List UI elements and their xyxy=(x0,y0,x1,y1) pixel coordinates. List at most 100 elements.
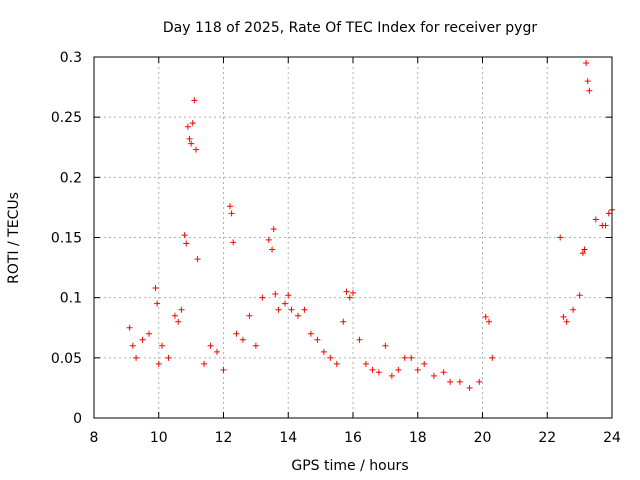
data-point xyxy=(476,378,483,385)
data-point xyxy=(183,240,190,247)
data-point xyxy=(178,306,185,313)
data-point xyxy=(186,135,193,142)
data-point xyxy=(192,146,199,153)
data-point xyxy=(408,354,415,361)
y-tick-label: 0.3 xyxy=(60,50,82,66)
data-point xyxy=(388,372,395,379)
chart-title: Day 118 of 2025, Rate Of TEC Index for r… xyxy=(163,20,537,36)
data-point xyxy=(563,318,570,325)
data-point xyxy=(584,78,591,85)
data-point xyxy=(207,342,214,349)
data-point xyxy=(560,313,567,320)
data-point xyxy=(155,360,162,367)
data-point xyxy=(259,294,266,301)
data-point xyxy=(314,336,321,343)
data-point xyxy=(129,342,136,349)
data-point xyxy=(228,210,235,217)
data-point xyxy=(369,366,376,373)
data-point xyxy=(184,123,191,130)
data-point xyxy=(447,378,454,385)
data-point xyxy=(201,360,208,367)
data-point xyxy=(489,354,496,361)
data-point xyxy=(294,312,301,319)
data-point xyxy=(327,354,334,361)
data-point xyxy=(270,226,277,233)
data-point xyxy=(152,285,159,292)
data-point xyxy=(146,330,153,337)
data-point xyxy=(285,292,292,299)
data-point xyxy=(414,366,421,373)
x-tick-label: 8 xyxy=(90,430,99,446)
x-tick-label: 20 xyxy=(474,430,492,446)
data-point xyxy=(226,203,233,210)
y-tick-label: 0.05 xyxy=(51,351,82,367)
data-point xyxy=(269,246,276,253)
data-point xyxy=(239,336,246,343)
data-point xyxy=(375,369,382,376)
data-point xyxy=(605,210,612,217)
data-point xyxy=(188,140,195,147)
data-point xyxy=(194,256,201,263)
data-point xyxy=(181,232,188,239)
data-point xyxy=(382,342,389,349)
data-point xyxy=(579,250,586,257)
data-point xyxy=(592,216,599,223)
data-point xyxy=(362,360,369,367)
data-point xyxy=(252,342,259,349)
x-tick-label: 10 xyxy=(150,430,168,446)
data-point xyxy=(430,372,437,379)
data-point xyxy=(395,366,402,373)
y-tick-label: 0.15 xyxy=(51,231,82,247)
data-point xyxy=(158,342,165,349)
data-point xyxy=(466,384,473,391)
data-point xyxy=(272,291,279,298)
data-point xyxy=(350,289,356,296)
data-point xyxy=(133,354,140,361)
data-point xyxy=(421,360,428,367)
data-point xyxy=(301,306,308,313)
y-tick-label: 0.1 xyxy=(60,291,82,307)
data-point xyxy=(191,97,198,104)
data-point xyxy=(175,318,182,325)
data-point xyxy=(401,354,408,361)
data-point xyxy=(230,239,237,246)
x-tick-label: 14 xyxy=(279,430,297,446)
data-point xyxy=(126,324,133,331)
data-point xyxy=(586,87,593,94)
data-point xyxy=(602,222,609,229)
x-tick-label: 22 xyxy=(538,430,556,446)
data-point xyxy=(275,306,282,313)
data-point xyxy=(171,312,178,319)
data-point xyxy=(320,348,327,355)
data-point xyxy=(576,292,583,299)
data-point xyxy=(440,369,447,376)
data-point xyxy=(282,300,289,307)
y-tick-label: 0.2 xyxy=(60,170,82,186)
data-point xyxy=(288,306,295,313)
data-point xyxy=(346,294,353,301)
data-point xyxy=(246,312,253,319)
x-tick-label: 24 xyxy=(603,430,621,446)
data-point xyxy=(356,336,363,343)
data-points xyxy=(126,60,615,391)
data-point xyxy=(570,306,577,313)
data-point xyxy=(583,60,590,67)
data-point xyxy=(233,330,240,337)
data-point xyxy=(581,246,588,253)
x-tick-label: 18 xyxy=(409,430,427,446)
y-axis-label: ROTI / TECUs xyxy=(6,192,22,284)
data-point xyxy=(220,366,227,373)
data-point xyxy=(265,236,272,243)
data-point xyxy=(214,348,221,355)
data-point xyxy=(482,313,489,320)
x-tick-label: 12 xyxy=(215,430,233,446)
axis-ticks: 8 10 12 14 16 18 20 22 24 0 0.05 0.1 0.15 0.2 0.25 0.3 xyxy=(51,50,621,446)
data-point xyxy=(154,300,161,307)
data-point xyxy=(307,330,314,337)
data-point xyxy=(485,318,492,325)
data-point xyxy=(139,336,146,343)
grid-lines xyxy=(94,57,612,418)
data-point xyxy=(456,378,463,385)
data-point xyxy=(165,354,172,361)
